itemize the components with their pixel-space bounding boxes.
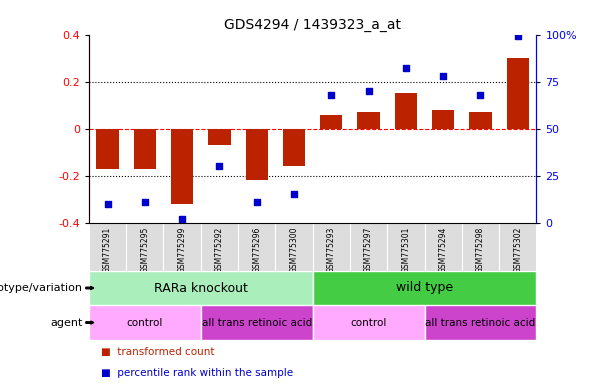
Bar: [499, 223, 536, 271]
Text: GSM775295: GSM775295: [140, 227, 150, 273]
Text: control: control: [127, 318, 163, 328]
Point: [215, 163, 224, 169]
Text: GSM775292: GSM775292: [215, 227, 224, 273]
Text: GSM775302: GSM775302: [513, 227, 522, 273]
Text: GSM775300: GSM775300: [289, 227, 299, 273]
Bar: [424, 305, 536, 340]
Text: genotype/variation: genotype/variation: [0, 283, 83, 293]
Title: GDS4294 / 1439323_a_at: GDS4294 / 1439323_a_at: [224, 18, 401, 32]
Bar: [283, 129, 305, 166]
Bar: [96, 129, 119, 169]
Bar: [171, 129, 193, 204]
Bar: [245, 129, 268, 180]
Text: all trans retinoic acid: all trans retinoic acid: [425, 318, 536, 328]
Point: [438, 73, 448, 79]
Text: ■  percentile rank within the sample: ■ percentile rank within the sample: [101, 368, 293, 378]
Bar: [313, 271, 536, 305]
Bar: [432, 110, 454, 129]
Bar: [387, 223, 424, 271]
Point: [476, 92, 485, 98]
Point: [140, 199, 150, 205]
Bar: [350, 223, 387, 271]
Bar: [313, 223, 350, 271]
Point: [102, 201, 112, 207]
Bar: [238, 223, 275, 271]
Bar: [201, 223, 238, 271]
Bar: [275, 223, 313, 271]
Text: all trans retinoic acid: all trans retinoic acid: [202, 318, 312, 328]
Point: [401, 65, 411, 71]
Bar: [126, 223, 164, 271]
Text: GSM775291: GSM775291: [103, 227, 112, 273]
Bar: [313, 305, 424, 340]
Bar: [89, 271, 313, 305]
Bar: [357, 112, 380, 129]
Text: GSM775298: GSM775298: [476, 227, 485, 273]
Point: [513, 33, 523, 40]
Bar: [134, 129, 156, 169]
Bar: [208, 129, 230, 145]
Point: [177, 216, 187, 222]
Text: GSM775297: GSM775297: [364, 227, 373, 273]
Text: GSM775296: GSM775296: [252, 227, 261, 273]
Bar: [164, 223, 200, 271]
Text: RARa knockout: RARa knockout: [154, 281, 248, 295]
Bar: [395, 93, 417, 129]
Text: ■  transformed count: ■ transformed count: [101, 347, 215, 357]
Text: GSM775294: GSM775294: [439, 227, 447, 273]
Bar: [320, 114, 343, 129]
Text: GSM775293: GSM775293: [327, 227, 336, 273]
Bar: [89, 305, 201, 340]
Point: [364, 88, 373, 94]
Point: [326, 92, 336, 98]
Bar: [89, 223, 126, 271]
Text: wild type: wild type: [396, 281, 453, 295]
Text: GSM775301: GSM775301: [402, 227, 410, 273]
Bar: [506, 58, 529, 129]
Text: control: control: [351, 318, 387, 328]
Text: agent: agent: [50, 318, 83, 328]
Point: [289, 192, 299, 198]
Bar: [201, 305, 313, 340]
Text: GSM775299: GSM775299: [178, 227, 186, 273]
Point: [252, 199, 262, 205]
Bar: [424, 223, 462, 271]
Bar: [470, 112, 492, 129]
Bar: [462, 223, 499, 271]
